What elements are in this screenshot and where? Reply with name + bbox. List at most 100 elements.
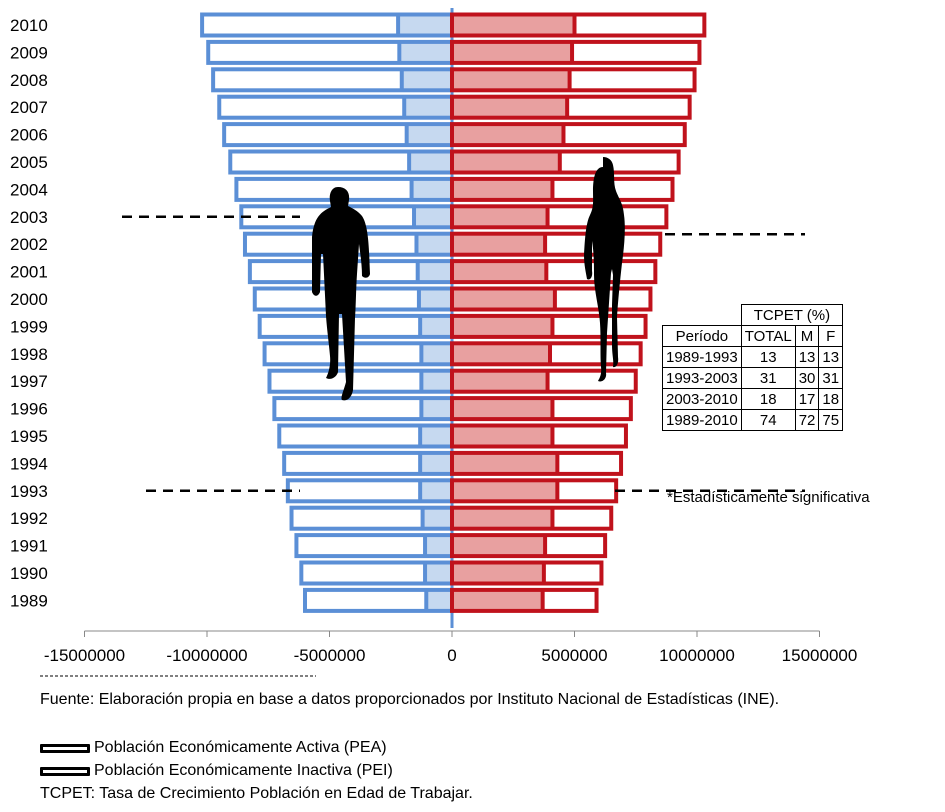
year-label-1999: 1999: [10, 317, 48, 336]
male-inactive-bar-1993: [420, 480, 452, 502]
female-inactive-bar-1998: [452, 343, 550, 365]
female-inactive-bar-1996: [452, 398, 553, 420]
x-tick-label: 10000000: [659, 646, 735, 665]
male-silhouette-icon: [312, 187, 370, 401]
year-label-2010: 2010: [10, 16, 48, 35]
table-cell: 18: [818, 388, 844, 410]
legend-swatch-pei: [40, 766, 90, 776]
x-tick-label: 15000000: [782, 646, 858, 665]
table-row: 1989-1993 13 13 13: [662, 346, 844, 368]
female-total-bar-2005: [450, 149, 681, 175]
legend-label: Población Económicamente Activa (PEA): [94, 739, 387, 756]
female-silhouette-icon: [584, 157, 625, 382]
year-labels: 2010 2009 2008 2007 2006 2005 2004 2003 2002 2001…: [10, 16, 48, 610]
female-inactive-bar-1991: [452, 535, 546, 557]
year-label-1989: 1989: [10, 591, 48, 610]
female-total-bar-2006: [450, 122, 687, 148]
tcpet-table: TCPET (%) Período TOTAL M F 1989-1993 13…: [662, 304, 844, 431]
female-total-bar-1998: [450, 341, 643, 367]
year-label-1995: 1995: [10, 427, 48, 446]
source-note: Fuente: Elaboración propia en base a dat…: [40, 691, 780, 708]
female-inactive-bar-2005: [452, 151, 560, 173]
table-cell: 31: [818, 367, 844, 389]
year-label-1996: 1996: [10, 400, 48, 419]
male-inactive-bar-2007: [404, 96, 452, 118]
silhouettes: [312, 157, 625, 401]
legend-item-pea: Población Económicamente Activa (PEA): [40, 738, 387, 758]
table-cell: 72: [794, 409, 820, 431]
table-cell: 2003-2010: [662, 388, 742, 410]
x-tick-label: 5000000: [541, 646, 607, 665]
female-inactive-bar-2000: [452, 288, 555, 310]
year-label-2006: 2006: [10, 126, 48, 145]
female-total-bar-1996: [450, 396, 633, 422]
table-cell: 1989-2010: [662, 409, 742, 431]
x-tick-label: -10000000: [166, 646, 247, 665]
female-total-bar-1992: [450, 505, 614, 531]
female-inactive-bar-1989: [452, 589, 543, 611]
population-pyramid-chart: 2010 2009 2008 2007 2006 2005 2004 2003 2002 2001…: [10, 8, 858, 677]
table-col-header: F: [818, 325, 844, 347]
male-inactive-bar-2002: [416, 233, 452, 255]
female-inactive-bar-2010: [452, 14, 575, 36]
female-inactive-bar-2001: [452, 261, 547, 283]
year-label-2002: 2002: [10, 235, 48, 254]
year-label-2000: 2000: [10, 290, 48, 309]
female-total-bar-2008: [450, 67, 697, 93]
female-inactive-bar-2007: [452, 96, 568, 118]
male-inactive-bar-2004: [411, 178, 452, 200]
male-inactive-bar-1999: [420, 315, 452, 337]
male-inactive-bar-1991: [425, 535, 452, 557]
x-tick-label: 0: [447, 646, 456, 665]
table-cell: 31: [740, 367, 796, 389]
table-col-header: M: [794, 325, 820, 347]
male-inactive-bar-2006: [406, 124, 452, 146]
male-inactive-bar-2003: [414, 206, 452, 228]
table-cell: 13: [794, 346, 820, 368]
legend-swatch-pea: [40, 743, 90, 753]
male-inactive-bar-1996: [421, 398, 452, 420]
female-total-bar-1997: [450, 368, 638, 394]
female-bars: [450, 12, 707, 613]
year-label-2007: 2007: [10, 98, 48, 117]
table-cell: 17: [794, 388, 820, 410]
table-row: 1989-2010 74 72 75: [662, 409, 844, 431]
female-inactive-bar-1993: [452, 480, 558, 502]
table-cell: 13: [740, 346, 796, 368]
female-total-bar-1991: [450, 533, 608, 559]
female-total-bar-2003: [450, 204, 669, 230]
year-label-1994: 1994: [10, 454, 48, 473]
female-total-bar-1989: [450, 587, 599, 613]
year-label-1997: 1997: [10, 372, 48, 391]
female-total-bar-2004: [450, 176, 675, 202]
table-row: 2003-2010 18 17 18: [662, 388, 844, 410]
year-label-2004: 2004: [10, 180, 48, 199]
table-cell: 18: [740, 388, 796, 410]
male-inactive-bar-1998: [421, 343, 452, 365]
female-inactive-bar-2002: [452, 233, 546, 255]
female-inactive-bar-2008: [452, 69, 570, 91]
table-cell: 1989-1993: [662, 346, 742, 368]
table-cell: 74: [740, 409, 796, 431]
definition-note: TCPET: Tasa de Crecimiento Población en …: [40, 785, 473, 802]
year-label-2009: 2009: [10, 43, 48, 62]
year-label-1992: 1992: [10, 509, 48, 528]
table-row: 1993-2003 31 30 31: [662, 367, 844, 389]
x-tick-label: -15000000: [44, 646, 125, 665]
female-inactive-bar-2006: [452, 124, 564, 146]
male-inactive-bar-1994: [420, 452, 452, 474]
female-total-bar-1999: [450, 313, 648, 339]
female-inactive-bar-1992: [452, 507, 553, 529]
female-total-bar-2002: [450, 231, 663, 257]
female-total-bar-2007: [450, 94, 692, 120]
table-col-header: Período: [662, 325, 742, 347]
male-inactive-bar-2000: [418, 288, 452, 310]
male-inactive-bar-2008: [401, 69, 452, 91]
female-total-bar-2010: [450, 12, 707, 38]
year-label-2008: 2008: [10, 71, 48, 90]
male-inactive-bar-2009: [399, 41, 452, 63]
table-empty-cell: [663, 305, 742, 326]
male-inactive-bar-2001: [417, 261, 452, 283]
year-label-1991: 1991: [10, 537, 48, 556]
legend-label: Población Económicamente Inactiva (PEI): [94, 762, 393, 779]
